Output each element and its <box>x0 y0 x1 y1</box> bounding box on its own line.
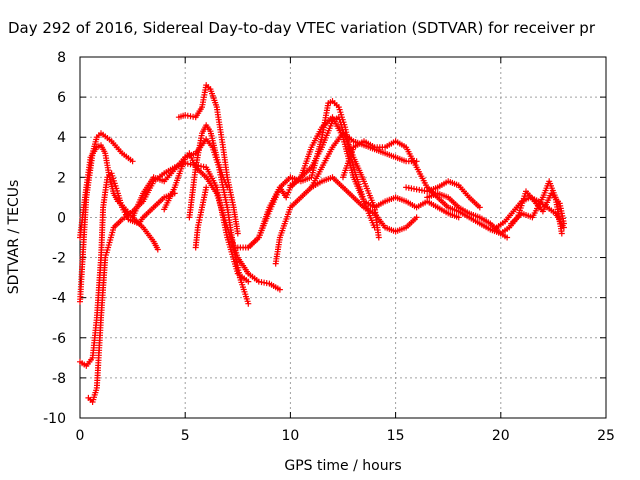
series-track-13 <box>287 114 382 241</box>
series-track-15 <box>340 138 504 237</box>
y-tick-label: 8 <box>57 50 66 66</box>
series-points <box>192 184 210 251</box>
series-track-14 <box>308 174 420 235</box>
series-track-18 <box>424 190 511 241</box>
y-tick-label: 4 <box>57 130 66 146</box>
series-track-3 <box>77 170 178 369</box>
data-series <box>77 82 567 405</box>
x-tick-label: 15 <box>387 428 405 444</box>
y-tick-label: 6 <box>57 90 66 106</box>
chart-title: Day 292 of 2016, Sidereal Day-to-day VTE… <box>8 19 596 37</box>
series-points <box>340 138 504 237</box>
series-points <box>175 82 241 237</box>
y-tick-label: 2 <box>57 170 66 186</box>
series-track-6 <box>161 150 283 293</box>
series-track-21 <box>508 178 565 237</box>
x-tick-label: 10 <box>281 428 299 444</box>
series-track-8 <box>186 122 231 221</box>
x-tick-label: 25 <box>597 428 615 444</box>
y-tick-label: -6 <box>52 331 66 347</box>
series-points <box>508 178 565 237</box>
x-axis-title: GPS time / hours <box>284 458 401 474</box>
series-points <box>186 122 231 221</box>
series-points <box>308 174 420 235</box>
y-tick-label: -2 <box>52 251 66 267</box>
y-axis-title: SDTVAR / TECUs <box>6 180 22 295</box>
grid-lines <box>80 57 606 418</box>
x-tick-label: 5 <box>181 428 190 444</box>
series-track-9 <box>192 184 210 251</box>
series-track-16 <box>371 194 462 221</box>
y-tick-label: -10 <box>43 411 66 427</box>
x-tick-label: 20 <box>492 428 510 444</box>
series-points <box>371 194 462 221</box>
series-points <box>403 178 483 211</box>
series-points <box>77 170 178 369</box>
series-points <box>424 190 511 241</box>
y-tick-label: -4 <box>52 291 66 307</box>
x-tick-label: 0 <box>76 428 85 444</box>
y-tick-label: -8 <box>52 371 66 387</box>
y-tick-label: 0 <box>57 210 66 226</box>
series-track-17 <box>403 178 483 211</box>
plot-frame <box>79 56 607 419</box>
axis-ticks: 0 5 10 15 20 25 -10 -8 -6 -4 -2 0 2 4 6 8 <box>43 50 615 444</box>
